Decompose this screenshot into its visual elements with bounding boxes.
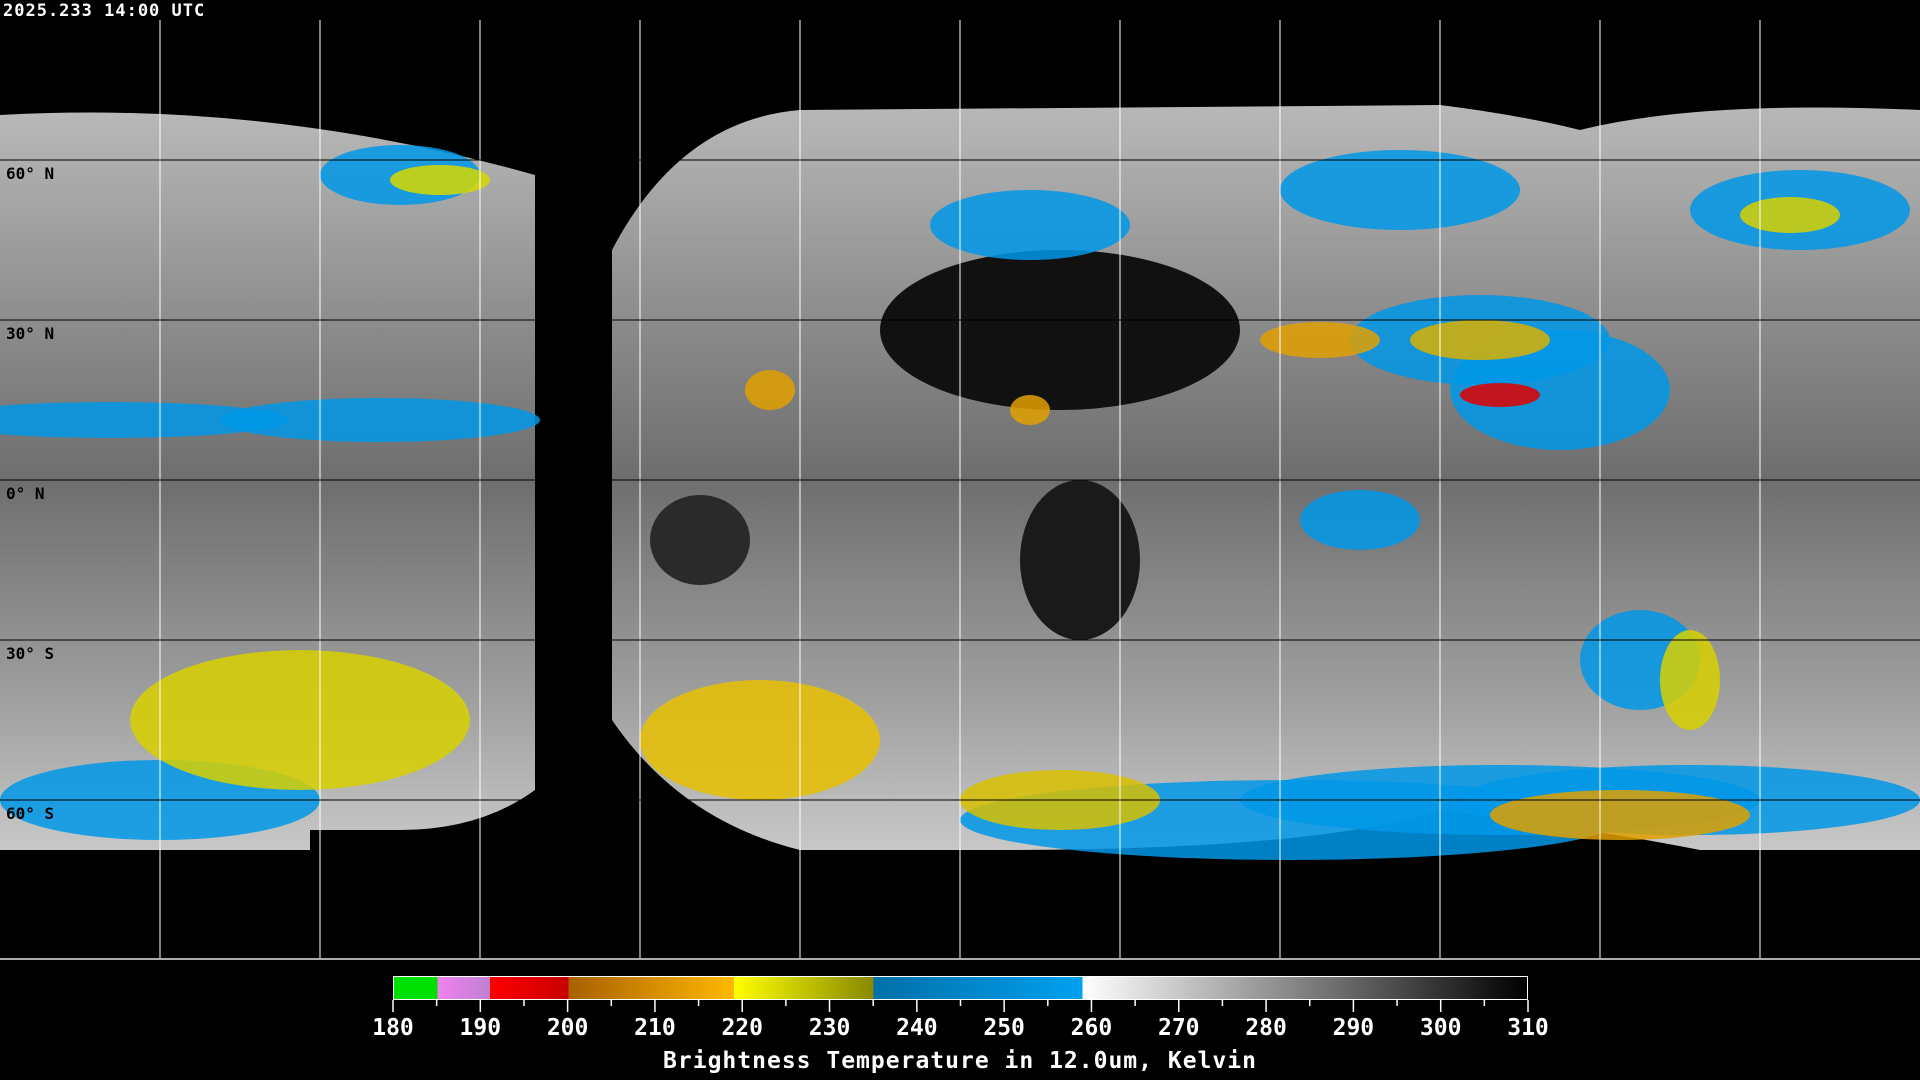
colorbar-tick-label: 220 bbox=[721, 1015, 763, 1041]
colorbar-tick-label: 310 bbox=[1507, 1015, 1549, 1041]
colorbar-tick-label: 230 bbox=[808, 1015, 851, 1041]
colorbar-tick-label: 260 bbox=[1070, 1015, 1113, 1041]
cloud-region bbox=[390, 165, 490, 195]
map-border bbox=[0, 958, 1920, 960]
cloud-region bbox=[1280, 150, 1520, 230]
colorbar-tick-label: 250 bbox=[983, 1015, 1025, 1041]
cloud-region bbox=[1300, 490, 1420, 550]
lat-label-60s: 60° S bbox=[6, 804, 55, 823]
colorbar-ticks bbox=[392, 1000, 1529, 1012]
colorbar-tick-label: 300 bbox=[1419, 1015, 1462, 1041]
colorbar-tick-label: 200 bbox=[546, 1015, 589, 1041]
cloud-region bbox=[1740, 197, 1840, 233]
colorbar-tick-label: 240 bbox=[896, 1015, 938, 1041]
cloud-region bbox=[1410, 320, 1550, 360]
lat-label-30s: 30° S bbox=[6, 644, 55, 663]
colorbar-tick-label: 180 bbox=[372, 1015, 414, 1041]
imagery-layer bbox=[0, 105, 1920, 860]
colorbar-title: Brightness Temperature in 12.0um, Kelvin bbox=[663, 1048, 1257, 1074]
cloud-region bbox=[220, 398, 540, 442]
colorbar-tick-label: 280 bbox=[1245, 1015, 1287, 1041]
cloud-region bbox=[130, 650, 470, 790]
cloud-region bbox=[1490, 790, 1750, 840]
cloud-region bbox=[745, 370, 795, 410]
dark-region-southern-africa bbox=[1020, 480, 1140, 640]
colorbar bbox=[393, 976, 1528, 1000]
lat-label-0n: 0° N bbox=[6, 484, 45, 503]
dark-region-sahara bbox=[880, 250, 1240, 410]
colorbar-tick-label: 210 bbox=[634, 1015, 676, 1041]
cloud-region bbox=[0, 402, 290, 438]
cloud-region bbox=[1010, 395, 1050, 425]
colorbar-tick-label: 290 bbox=[1332, 1015, 1375, 1041]
lat-lon-grid bbox=[0, 20, 1920, 958]
satellite-map bbox=[0, 20, 1920, 958]
cloud-region bbox=[1450, 330, 1670, 450]
dark-region-amazon bbox=[650, 495, 750, 585]
cloud-region bbox=[1660, 630, 1720, 730]
colorbar-tick-label: 270 bbox=[1157, 1015, 1200, 1041]
cloud-region bbox=[1460, 383, 1540, 407]
lat-label-60n: 60° N bbox=[6, 164, 55, 183]
cloud-region bbox=[930, 190, 1130, 260]
cloud-region bbox=[640, 680, 880, 800]
colorbar-tick-label: 190 bbox=[459, 1015, 502, 1041]
cloud-region bbox=[1260, 322, 1380, 358]
lat-label-30n: 30° N bbox=[6, 324, 55, 343]
timestamp: 2025.233 14:00 UTC bbox=[3, 1, 206, 21]
